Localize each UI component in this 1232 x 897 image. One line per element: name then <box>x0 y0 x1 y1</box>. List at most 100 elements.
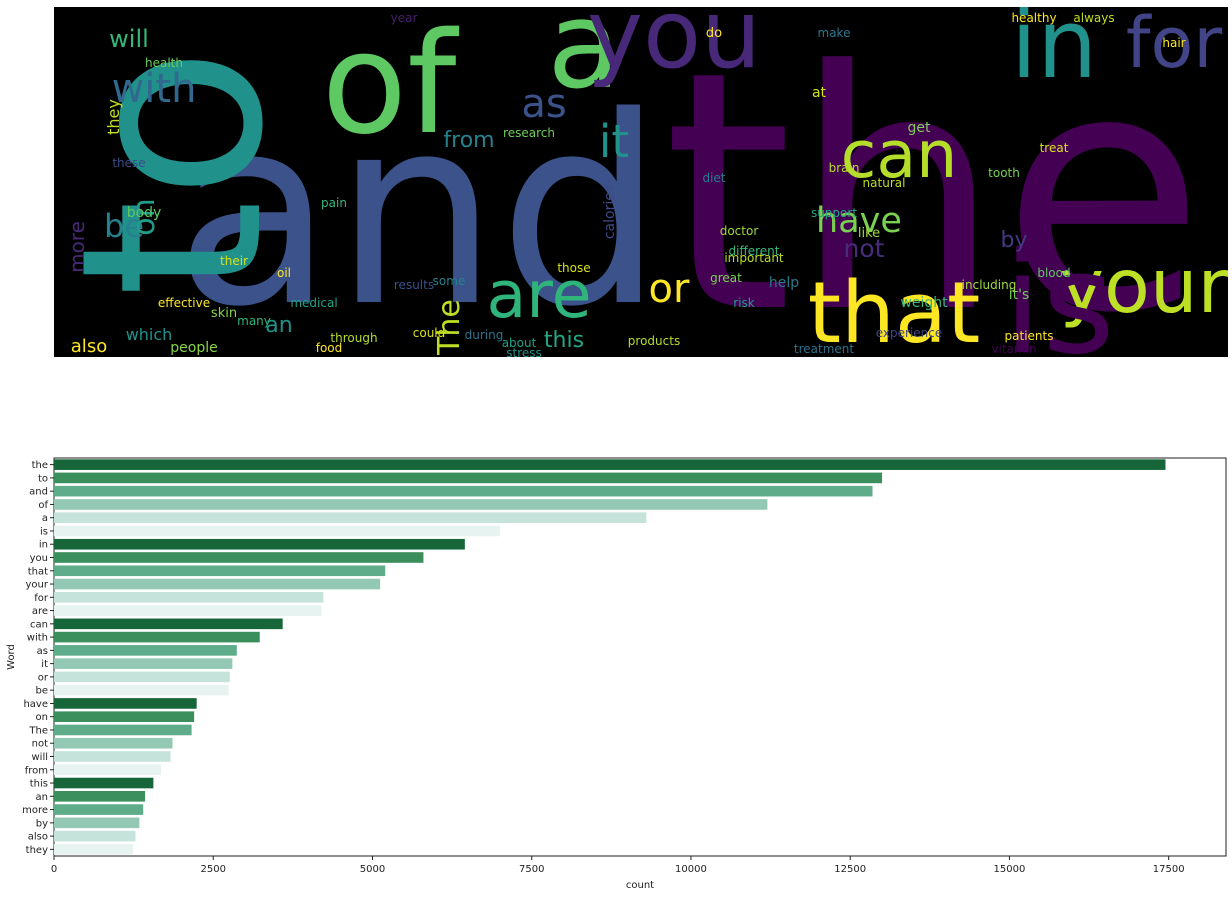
cloud-word: risk <box>733 296 755 310</box>
y-tick-label: the <box>32 460 48 471</box>
cloud-word: of <box>322 7 460 166</box>
y-tick-label: not <box>32 739 48 750</box>
cloud-word: including <box>962 278 1017 292</box>
cloud-word: they <box>104 99 123 135</box>
y-tick-label: on <box>36 712 48 723</box>
cloud-word: results <box>394 278 434 292</box>
y-tick-label: and <box>29 487 48 498</box>
cloud-word: make <box>818 26 851 40</box>
y-tick-label: that <box>28 566 48 577</box>
cloud-word: skin <box>211 306 237 321</box>
cloud-word: blood <box>1037 266 1070 280</box>
cloud-word: and <box>174 62 663 357</box>
y-tick-label: will <box>31 752 48 763</box>
bar-not <box>54 737 173 749</box>
cloud-word: could <box>413 326 446 340</box>
cloud-word: at <box>812 85 827 101</box>
cloud-word: to <box>54 47 318 298</box>
cloud-word: diet <box>702 171 725 185</box>
y-tick-label: more <box>22 805 48 816</box>
cloud-word: on <box>127 198 162 235</box>
cloud-word: about <box>502 336 537 350</box>
x-axis-title: count <box>626 880 654 891</box>
bar-can <box>54 618 283 630</box>
bar-also <box>54 830 136 842</box>
cloud-word: an <box>265 313 292 338</box>
cloud-word: the <box>663 7 1205 357</box>
x-tick-label: 5000 <box>360 864 385 875</box>
cloud-word: with <box>112 66 197 112</box>
bar-or <box>54 671 230 683</box>
cloud-word: which <box>126 325 173 344</box>
cloud-word: during <box>465 328 504 342</box>
bar-be <box>54 684 229 696</box>
cloud-word: as <box>521 81 566 127</box>
bar-more <box>54 804 144 815</box>
y-tick-label: can <box>30 619 48 630</box>
cloud-word: these <box>112 156 145 170</box>
cloud-word: have <box>816 201 902 241</box>
x-tick-label: 10000 <box>675 864 707 875</box>
y-tick-label: an <box>36 792 48 803</box>
y-tick-label: to <box>38 473 48 484</box>
y-tick-label: is <box>40 526 48 537</box>
cloud-word: hair <box>1162 36 1185 50</box>
bar-a <box>54 512 647 524</box>
cloud-word: important <box>724 251 784 265</box>
y-tick-label: by <box>36 818 48 829</box>
cloud-word: be <box>104 207 144 245</box>
bar-of <box>54 499 768 510</box>
bar-they <box>54 844 133 855</box>
x-tick-label: 17500 <box>1153 864 1185 875</box>
cloud-word: patients <box>1005 329 1054 343</box>
y-tick-label: for <box>34 593 49 604</box>
cloud-word: brain <box>829 161 860 175</box>
bar-by <box>54 817 140 829</box>
bar-this <box>54 777 154 789</box>
cloud-word: calories <box>602 185 618 239</box>
cloud-word: can <box>841 118 958 193</box>
cloud-word: medical <box>290 296 337 310</box>
cloud-word: you <box>587 7 762 90</box>
cloud-word: The <box>432 299 467 356</box>
cloud-word: treat <box>1040 141 1069 155</box>
bar-The <box>54 724 192 736</box>
plot-frame <box>53 457 1227 857</box>
cloud-word: tooth <box>988 166 1020 180</box>
x-tick-label: 12500 <box>834 864 866 875</box>
cloud-word: like <box>858 226 880 241</box>
cloud-word: weight <box>900 295 948 311</box>
y-tick-label: of <box>38 500 48 511</box>
y-tick-label: or <box>38 672 49 683</box>
bar-as <box>54 645 237 656</box>
cloud-word: it's <box>1009 287 1030 303</box>
y-tick-label: in <box>39 540 48 551</box>
bar-the <box>54 459 1166 470</box>
bar-from <box>54 764 162 776</box>
cloud-word: their <box>220 254 248 268</box>
cloud-word: this <box>544 328 584 353</box>
cloud-word: healthy <box>1011 11 1056 25</box>
cloud-word: pain <box>321 196 347 210</box>
bar-that <box>54 565 386 577</box>
y-tick-label: this <box>30 779 48 790</box>
x-tick-label: 15000 <box>994 864 1026 875</box>
cloud-word: products <box>628 334 680 348</box>
cloud-word: not <box>844 234 885 263</box>
cloud-word: different <box>729 244 780 258</box>
y-axis-title: Word <box>6 644 17 670</box>
bar-it <box>54 658 233 669</box>
cloud-word: some <box>433 274 466 288</box>
cloud-word: stress <box>506 346 542 357</box>
y-tick-label: have <box>23 699 48 710</box>
cloud-word: doctor <box>720 224 759 238</box>
cloud-word: also <box>71 336 107 357</box>
cloud-word: effective <box>158 296 210 310</box>
cloud-word: vitamin <box>991 342 1036 356</box>
cloud-word: year <box>391 11 418 25</box>
cloud-word: it <box>599 115 629 168</box>
bar-an <box>54 790 146 802</box>
bar-are <box>54 605 322 616</box>
y-tick-label: your <box>26 580 49 591</box>
